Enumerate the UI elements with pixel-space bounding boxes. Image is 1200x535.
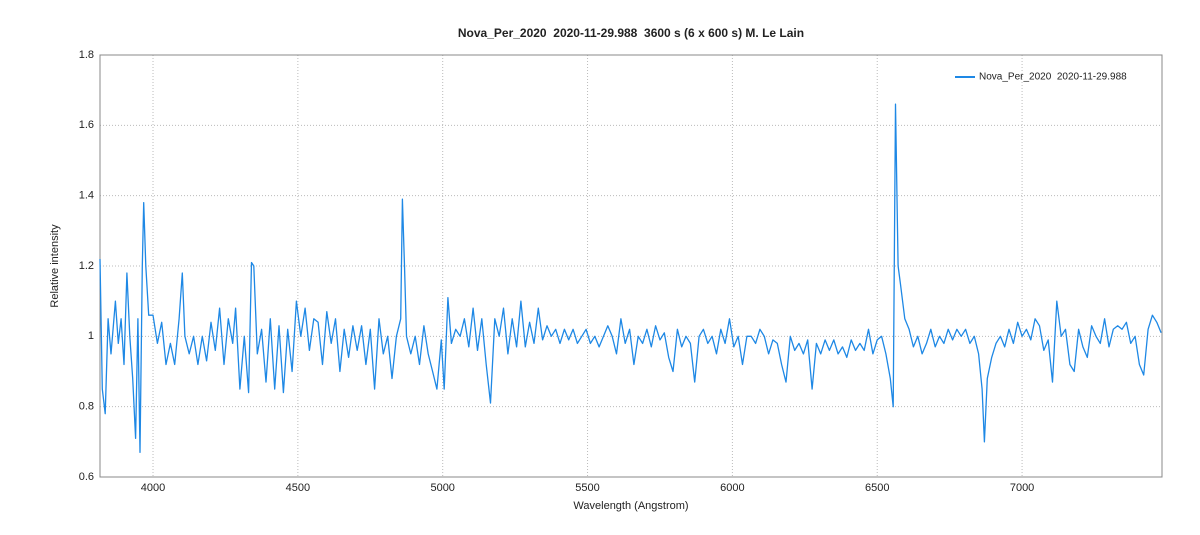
spectrum-line bbox=[99, 103, 1162, 454]
y-tick-label: 0.6 bbox=[79, 471, 94, 483]
x-tick-label: 4500 bbox=[286, 482, 310, 494]
y-tick-label: 1.2 bbox=[79, 260, 94, 272]
x-axis-label: Wavelength (Angstrom) bbox=[573, 500, 688, 512]
chart-title: Nova_Per_2020 2020-11-29.988 3600 s (6 x… bbox=[458, 26, 804, 40]
y-tick-label: 1 bbox=[88, 330, 94, 342]
y-tick-label: 1.8 bbox=[79, 49, 94, 61]
x-tick-label: 6500 bbox=[865, 482, 889, 494]
y-tick-label: 1.4 bbox=[79, 190, 94, 202]
x-tick-label: 4000 bbox=[141, 482, 165, 494]
x-tick-label: 5000 bbox=[430, 482, 454, 494]
y-tick-label: 0.8 bbox=[79, 401, 94, 413]
x-tick-label: 6000 bbox=[720, 482, 744, 494]
y-tick-label: 1.6 bbox=[79, 119, 94, 131]
x-tick-label: 5500 bbox=[575, 482, 599, 494]
y-axis-label: Relative intensity bbox=[49, 224, 61, 308]
legend-label: Nova_Per_2020 2020-11-29.988 bbox=[979, 72, 1127, 83]
x-tick-label: 7000 bbox=[1010, 482, 1034, 494]
